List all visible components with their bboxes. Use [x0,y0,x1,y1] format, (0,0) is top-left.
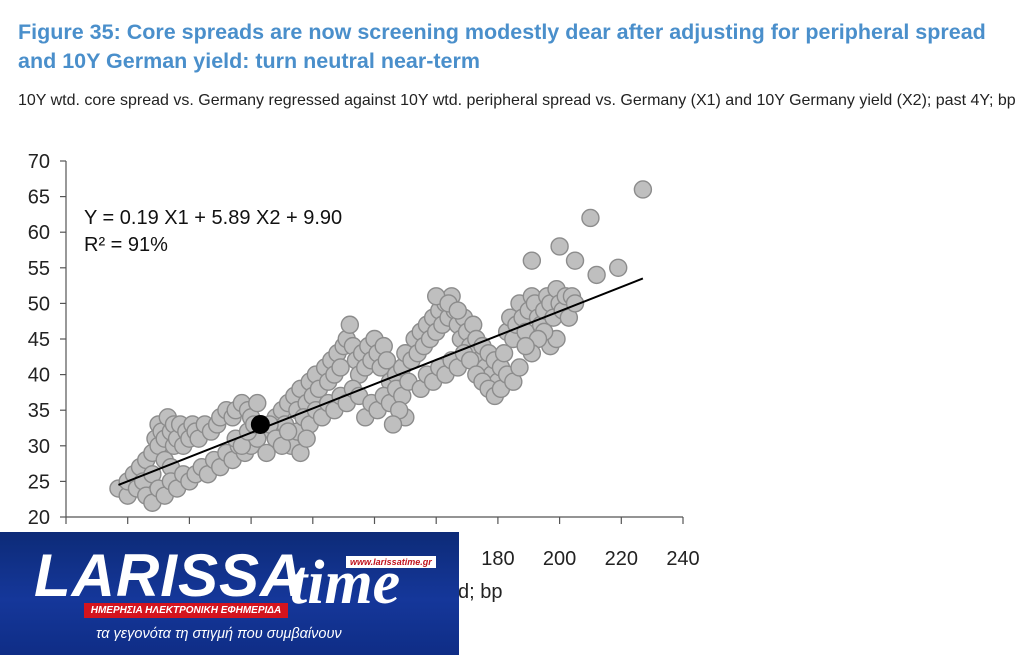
current-point [250,414,270,434]
logo-strip: ΗΜΕΡΗΣΙΑ ΗΛΕΚΤΡΟΝΙΚΗ ΕΦΗΜΕΡΙΔΑ [84,603,288,618]
data-point [510,358,529,377]
data-point [633,180,653,199]
y-tick-label: 55 [28,258,50,280]
chart-subtitle: 10Y wtd. core spread vs. Germany regress… [18,92,1016,109]
larissatime-logo: LARISSA time www.larissatime.gr ΗΜΕΡΗΣΙΑ… [0,532,459,655]
data-point [516,336,535,356]
y-tick-label: 65 [28,187,50,209]
x-tick-label: 240 [666,548,699,570]
logo-wordmark: LARISSA [34,542,305,609]
data-point [257,443,276,463]
logo-url: www.larissatime.gr [346,556,436,568]
data-point [383,415,403,434]
y-tick-label: 20 [28,507,50,529]
x-axis-label-fragment: d; bp [458,581,502,603]
axes-layer: 20 25 30 35 40 45 50 55 60 65 70 180 200 220 240 [28,151,700,570]
data-point [587,265,606,285]
regression-equation: Y = 0.19 X1 + 5.89 X2 + 9.90 [84,207,342,229]
y-tick-label: 45 [28,329,50,351]
y-tick-label: 70 [28,151,50,173]
data-point [565,251,585,270]
data-point [581,208,600,228]
regression-layer [118,277,644,486]
logo-tagline: τα γεγονότα τη στιγμή που συμβαίνουν [96,626,342,642]
y-tick-label: 25 [28,471,50,493]
regression-line [118,277,644,486]
data-point [248,393,267,413]
data-point [550,237,569,256]
y-tick-label: 40 [28,365,50,387]
data-point [609,258,628,277]
data-point [494,344,514,363]
data-point [297,429,316,448]
data-point [331,358,350,377]
y-tick-label: 35 [28,400,50,422]
x-tick-label: 180 [481,548,514,570]
y-tick-label: 30 [28,436,50,458]
y-tick-label: 50 [28,293,50,315]
x-tick-label: 220 [605,548,638,570]
y-tick-label: 60 [28,222,50,244]
r-squared-label: R² = 91% [84,234,168,256]
data-point [278,422,298,441]
chart-title: Figure 35: Core spreads are now screenin… [18,20,986,73]
x-tick-label: 200 [543,548,576,570]
data-point [340,315,360,334]
data-point [522,251,542,270]
data-point [448,301,467,320]
data-point [377,351,397,370]
points-layer [109,180,653,512]
